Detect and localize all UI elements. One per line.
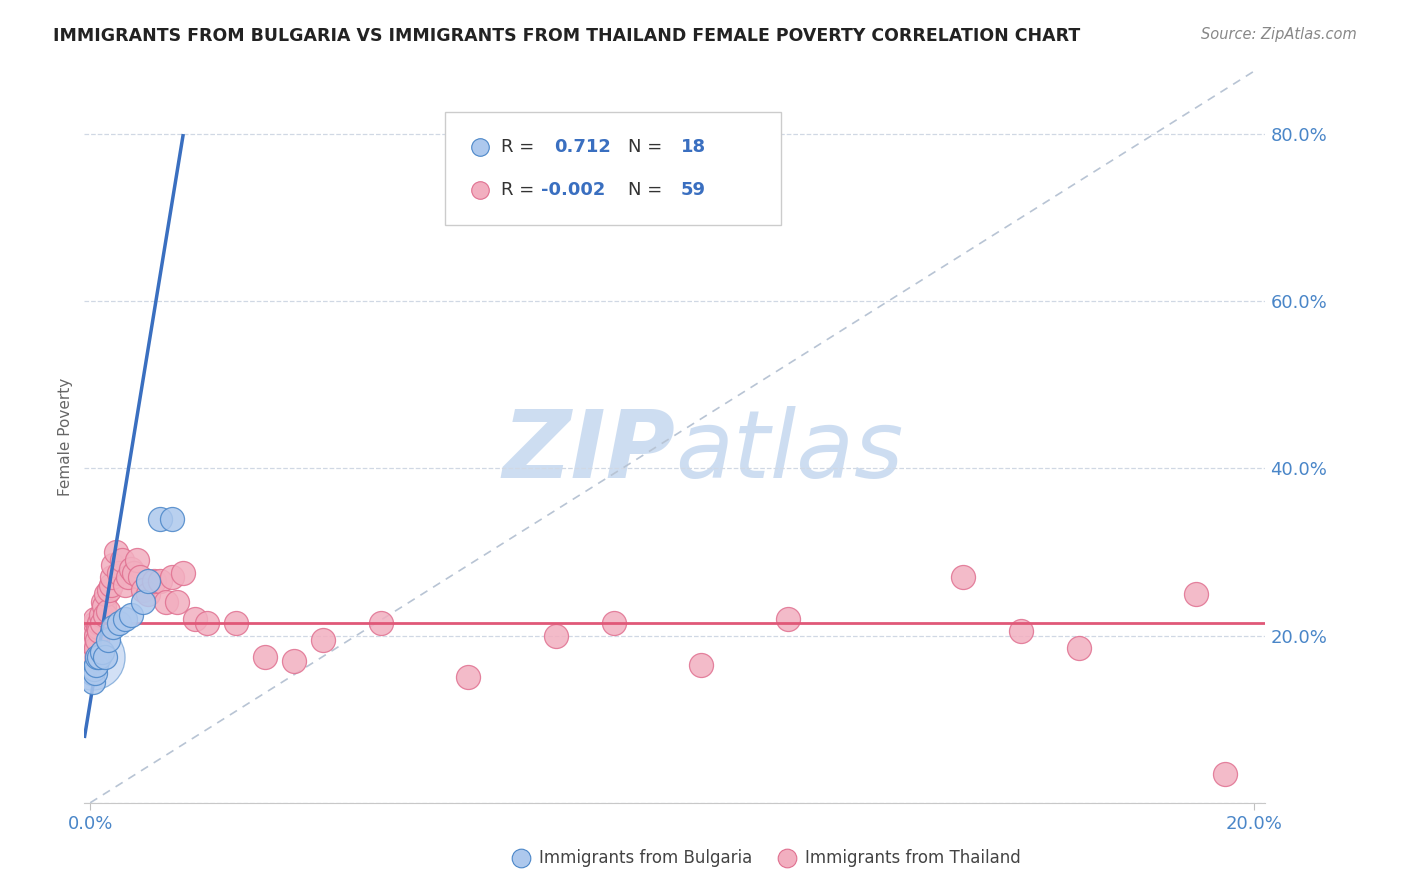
Point [103, 620, 125, 634]
Point [155, 595, 177, 609]
Text: -0.002: -0.002 [541, 181, 606, 199]
Point [103, 558, 125, 572]
Point [195, 616, 218, 631]
Point [97, 632, 120, 647]
Point [120, 562, 142, 576]
Point [91, 595, 114, 609]
Point [952, 570, 974, 584]
Point [89, 624, 111, 639]
Point [90, 607, 112, 622]
Point [86, 649, 108, 664]
Text: N =: N = [627, 181, 668, 199]
Text: ZIP: ZIP [502, 406, 675, 498]
Point [82, 637, 104, 651]
Point [225, 616, 247, 631]
Text: 0.712: 0.712 [554, 137, 612, 155]
Point [1069, 641, 1091, 656]
Point [87, 616, 110, 631]
Text: IMMIGRANTS FROM BULGARIA VS IMMIGRANTS FROM THAILAND FEMALE POVERTY CORRELATION : IMMIGRANTS FROM BULGARIA VS IMMIGRANTS F… [53, 27, 1081, 45]
Point [87, 649, 110, 664]
Text: R =: R = [502, 137, 540, 155]
Text: Immigrants from Thailand: Immigrants from Thailand [804, 848, 1021, 867]
Point [83, 624, 105, 639]
FancyBboxPatch shape [444, 112, 782, 225]
Point [93, 649, 115, 664]
Point [93, 599, 115, 614]
Point [80, 666, 103, 681]
Point [111, 553, 134, 567]
Point [82, 674, 104, 689]
Point [125, 553, 148, 567]
Point [117, 570, 139, 584]
Point [253, 649, 276, 664]
Point [86, 632, 108, 647]
Point [100, 578, 122, 592]
Point [160, 570, 183, 584]
Text: 59: 59 [681, 181, 706, 199]
Point [370, 616, 392, 631]
Point [80, 629, 103, 643]
Point [131, 582, 153, 597]
Point [87, 620, 110, 634]
Point [120, 607, 142, 622]
Point [90, 645, 112, 659]
Point [93, 607, 115, 622]
Y-axis label: Female Poverty: Female Poverty [58, 378, 73, 496]
Point [1213, 766, 1236, 780]
Point [122, 566, 145, 580]
Point [138, 574, 160, 589]
Point [83, 666, 105, 681]
Point [105, 545, 128, 559]
Text: Source: ZipAtlas.com: Source: ZipAtlas.com [1201, 27, 1357, 42]
Point [97, 582, 120, 597]
Point [138, 587, 160, 601]
Point [84, 612, 107, 626]
Point [1010, 624, 1032, 639]
Point [84, 641, 107, 656]
Point [143, 574, 166, 589]
Text: Immigrants from Bulgaria: Immigrants from Bulgaria [538, 848, 752, 867]
Point [172, 566, 194, 580]
Point [283, 654, 305, 668]
Point [131, 595, 153, 609]
Point [84, 629, 107, 643]
Point [80, 649, 103, 664]
Point [82, 620, 104, 634]
Text: 18: 18 [681, 137, 706, 155]
Text: N =: N = [627, 137, 668, 155]
Point [544, 629, 567, 643]
Point [96, 587, 118, 601]
Point [166, 595, 188, 609]
Point [184, 612, 207, 626]
Point [101, 570, 124, 584]
Point [1184, 587, 1206, 601]
Text: R =: R = [502, 181, 540, 199]
Point [603, 616, 626, 631]
Point [80, 649, 103, 664]
Point [114, 612, 136, 626]
Point [108, 616, 131, 631]
Point [160, 511, 183, 525]
Point [149, 511, 172, 525]
Text: atlas: atlas [675, 406, 903, 497]
Point [312, 632, 335, 647]
Point [97, 603, 120, 617]
Point [149, 574, 172, 589]
Point [457, 670, 479, 684]
Point [90, 616, 112, 631]
Point [83, 632, 105, 647]
Point [778, 612, 800, 626]
Point [108, 566, 131, 580]
Point [690, 657, 713, 672]
Point [114, 578, 136, 592]
Point [84, 657, 107, 672]
Point [83, 662, 105, 676]
Point [128, 570, 150, 584]
Point [83, 616, 105, 631]
